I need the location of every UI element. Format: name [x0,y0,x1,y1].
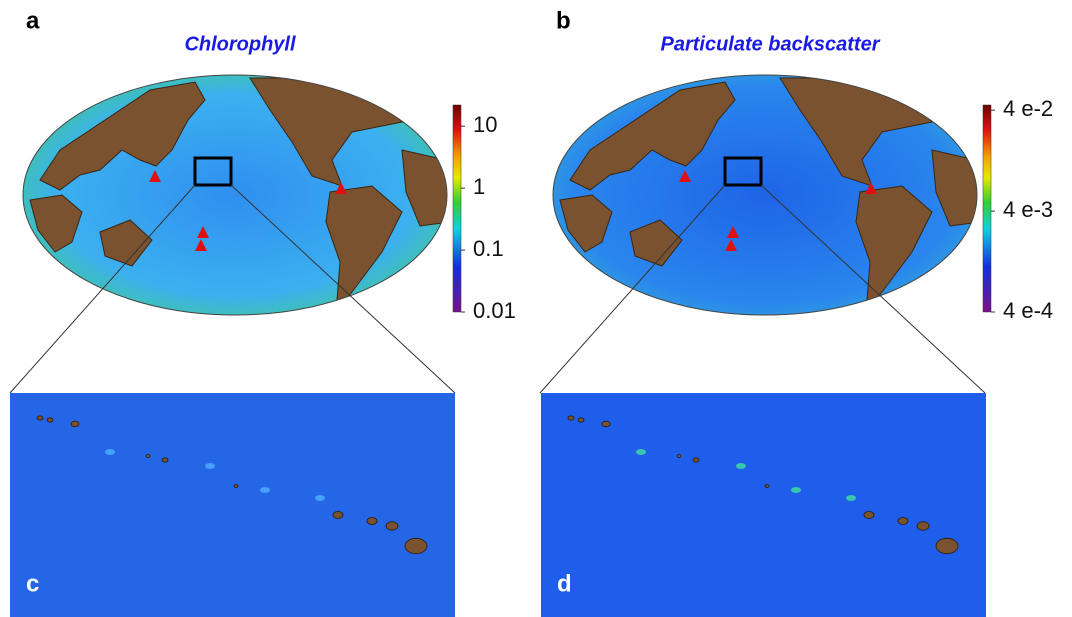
colorbar-tick-label: 1 [473,174,485,199]
bloom [315,495,325,501]
island [71,421,79,427]
island [386,522,398,530]
island [146,455,150,458]
bloom [636,449,646,455]
bloom [105,449,115,455]
island [864,512,874,519]
colorbar-tick-label: 4 e-3 [1003,197,1053,222]
bloom [205,463,215,469]
bloom [736,463,746,469]
colorbar-tick-label: 0.1 [473,236,504,261]
map-panel: a Chlorophyll 10 1 0.1 0.01 [10,7,516,393]
island [602,421,610,427]
bloom [260,487,270,493]
zoom-panel: c [10,393,455,617]
island [917,522,929,530]
bloom [846,495,856,501]
island [578,418,584,422]
island [936,538,958,553]
colorbar-tick-label: 10 [473,112,497,137]
island [693,458,699,462]
figure: a Chlorophyll 10 1 0.1 0.01 b Particulate backs… [0,0,1072,617]
panel-letter: c [26,570,39,597]
island [367,518,377,525]
colorbar-tick-label: 4 e-2 [1003,96,1053,121]
island [47,418,53,422]
island [765,485,769,488]
panel-letter: b [556,7,571,34]
island [898,518,908,525]
island [234,485,238,488]
island [162,458,168,462]
island [568,416,574,420]
panel-letter: d [557,570,572,597]
colorbar [983,105,991,312]
colorbar-tick-label: 0.01 [473,298,516,323]
zoom-panel: d [541,393,986,617]
island [37,416,43,420]
island [405,538,427,553]
bloom [791,487,801,493]
colorbar-tick-label: 4 e-4 [1003,298,1053,323]
panel-title: Particulate backscatter [660,33,880,55]
island [677,455,681,458]
panel-title: Chlorophyll [184,33,296,55]
panel-letter: a [26,7,40,34]
island [333,512,343,519]
colorbar [453,105,461,312]
map-panel: b Particulate backscatter 4 e-2 4 e-3 4 e-4 [540,7,1053,393]
